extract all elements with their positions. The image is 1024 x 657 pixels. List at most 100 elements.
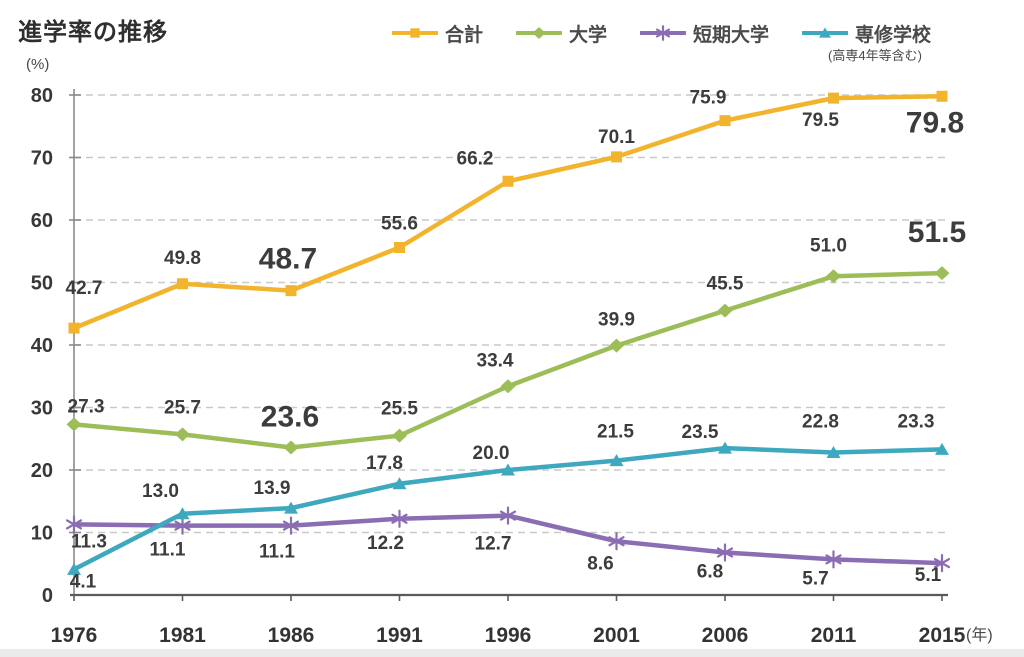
x-tick-label: 1976	[51, 624, 98, 647]
marker-diamond-icon	[283, 440, 299, 455]
data-label: 11.1	[150, 540, 186, 561]
data-label: 4.1	[70, 571, 97, 592]
y-axis-unit-label: (%)	[26, 56, 50, 73]
legend-marker-junior-college-icon	[640, 25, 687, 41]
chart-title: 進学率の推移	[18, 19, 168, 46]
marker-diamond-icon	[500, 379, 516, 394]
marker-diamond-icon	[826, 269, 841, 284]
data-label: 11.3	[71, 531, 107, 552]
marker-triangle-icon	[67, 562, 81, 575]
data-label: 12.2	[367, 533, 404, 554]
marker-square-icon	[285, 285, 297, 297]
data-label: 22.8	[802, 412, 839, 433]
data-label: 79.8	[906, 106, 964, 139]
marker-triangle-icon	[609, 454, 624, 467]
data-label: 51.0	[810, 235, 847, 256]
x-tick-label: 1981	[159, 624, 206, 647]
data-label: 23.6	[261, 401, 319, 434]
data-label: 55.6	[381, 214, 418, 235]
data-label: 21.5	[597, 422, 634, 443]
data-label: 23.5	[682, 422, 719, 443]
y-tick-label: 30	[31, 398, 53, 420]
marker-diamond-icon	[66, 417, 82, 432]
data-label: 25.7	[164, 397, 201, 418]
data-label: 13.9	[254, 478, 291, 499]
y-tick-label: 10	[31, 523, 53, 545]
marker-square-icon	[410, 28, 420, 38]
x-tick-label: 2006	[702, 624, 749, 647]
y-tick-label: 50	[31, 273, 53, 295]
data-label: 17.8	[366, 453, 403, 474]
data-label: 45.5	[707, 274, 744, 295]
y-tick-label: 40	[31, 335, 53, 357]
data-label: 48.7	[259, 243, 317, 276]
marker-square-icon	[719, 115, 731, 127]
marker-triangle-icon	[392, 477, 407, 490]
data-label: 33.4	[477, 350, 514, 371]
marker-asterisk-icon	[608, 532, 625, 551]
marker-asterisk-icon	[499, 506, 517, 525]
marker-asterisk-icon	[282, 516, 300, 535]
data-label: 5.7	[802, 568, 828, 589]
data-label: 75.9	[690, 88, 727, 109]
x-axis-suffix-label: (年)	[966, 626, 993, 644]
legend-item-university: 大学	[516, 20, 607, 46]
data-label: 6.8	[697, 562, 723, 583]
legend-label-university: 大学	[569, 24, 608, 46]
y-tick-label: 20	[31, 460, 53, 482]
marker-square-icon	[828, 92, 839, 104]
legend: 合計 大学 短期大学 専修学校 (高専4年等含む)	[392, 20, 932, 63]
x-tick-label: 1991	[376, 624, 423, 647]
y-tick-label: 60	[31, 210, 53, 232]
legend-item-junior-college: 短期大学	[640, 20, 769, 46]
data-label: 39.9	[598, 310, 635, 331]
legend-note: (高専4年等含む)	[828, 48, 922, 63]
data-label: 51.5	[908, 216, 966, 249]
marker-square-icon	[502, 175, 514, 187]
x-tick-label: 2011	[811, 624, 857, 647]
marker-triangle-icon	[501, 463, 515, 476]
marker-square-icon	[936, 90, 948, 102]
marker-asterisk-icon	[65, 515, 83, 534]
x-tick-label: 2001	[593, 624, 640, 647]
x-tick-label: 1986	[268, 624, 315, 647]
marker-triangle-icon	[826, 446, 841, 458]
legend-label-vocational-school: 専修学校	[855, 24, 932, 46]
data-label: 49.8	[164, 248, 201, 269]
legend-marker-vocational-school-icon	[802, 25, 849, 41]
data-label: 66.2	[457, 148, 494, 169]
marker-square-icon	[394, 242, 405, 253]
data-label: 11.1	[259, 542, 295, 563]
data-label: 25.5	[381, 399, 418, 420]
marker-diamond-icon	[532, 27, 546, 39]
legend-marker-university-icon	[516, 25, 563, 41]
marker-triangle-icon	[718, 441, 732, 454]
marker-asterisk-icon	[933, 554, 951, 573]
data-label: 70.1	[598, 127, 635, 148]
marker-diamond-icon	[175, 427, 190, 442]
y-tick-label: 70	[31, 148, 53, 170]
data-label: 27.3	[68, 396, 105, 417]
legend-item-vocational-school: 専修学校 (高専4年等含む)	[802, 20, 932, 63]
bottom-edge	[0, 649, 1024, 657]
marker-diamond-icon	[934, 266, 950, 281]
marker-square-icon	[68, 322, 80, 334]
legend-label-junior-college: 短期大学	[693, 24, 770, 46]
marker-triangle-icon	[284, 501, 298, 514]
y-tick-label: 80	[31, 85, 53, 107]
data-label: 23.3	[898, 411, 935, 432]
data-label: 20.0	[473, 443, 510, 464]
x-tick-label: 1996	[485, 624, 532, 647]
legend-label-total: 合計	[445, 24, 484, 46]
x-tick-label: 2015	[919, 624, 966, 647]
marker-diamond-icon	[717, 303, 733, 318]
marker-asterisk-icon	[655, 25, 671, 41]
marker-asterisk-icon	[716, 543, 734, 562]
data-label: 42.7	[66, 278, 103, 299]
marker-triangle-icon	[935, 442, 949, 455]
data-label: 13.0	[142, 481, 179, 502]
marker-triangle-icon	[819, 27, 831, 38]
marker-asterisk-icon	[391, 509, 408, 528]
